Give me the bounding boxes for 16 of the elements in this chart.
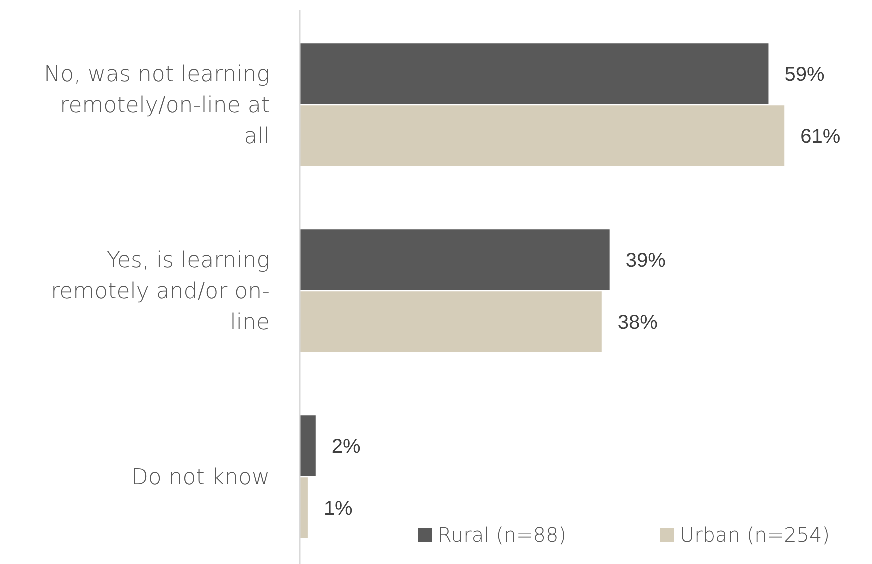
data-label: 61% (800, 126, 841, 148)
bar (300, 292, 602, 352)
bar (300, 416, 316, 476)
y-tick-label: Yes, is learning remotely and/or on-line (51, 248, 270, 336)
bar (300, 230, 610, 290)
data-label: 59% (784, 64, 825, 86)
data-label: 1% (324, 498, 354, 520)
y-tick-label: No, was not learning remotely/on-line at all (44, 62, 270, 150)
legend-label: Rural (n=88) (438, 523, 567, 547)
bar (300, 44, 769, 104)
legend-label: Urban (n=254) (680, 523, 830, 547)
bar (300, 106, 785, 166)
data-label: 39% (626, 250, 666, 272)
data-label: 38% (618, 312, 658, 334)
y-tick-label: Do not know (131, 466, 270, 491)
data-label: 2% (332, 436, 362, 458)
